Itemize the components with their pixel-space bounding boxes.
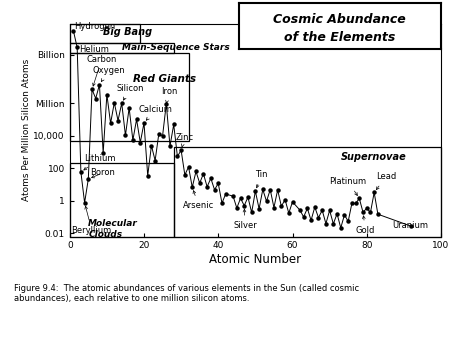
Text: Lithium: Lithium: [84, 154, 116, 170]
Text: Uranium: Uranium: [393, 221, 429, 230]
Text: Arsenic: Arsenic: [183, 191, 214, 210]
Y-axis label: Atoms Per Million Silicon Atoms: Atoms Per Million Silicon Atoms: [22, 59, 31, 201]
Bar: [174, 147, 441, 237]
Text: Beryllium: Beryllium: [72, 206, 112, 235]
Text: Carbon: Carbon: [86, 55, 117, 86]
Text: Calcium: Calcium: [139, 105, 172, 120]
Text: Cosmic Abundance: Cosmic Abundance: [274, 13, 406, 26]
Text: Big Bang: Big Bang: [103, 27, 152, 37]
Text: Lead: Lead: [376, 172, 396, 190]
Text: Platinum: Platinum: [329, 177, 367, 195]
Text: Gold: Gold: [356, 216, 375, 235]
Text: Figure 9.4:  The atomic abundances of various elements in the Sun (called cosmic: Figure 9.4: The atomic abundances of var…: [14, 284, 359, 303]
Bar: [70, 163, 174, 237]
Text: Molecular
Clouds: Molecular Clouds: [88, 219, 138, 239]
Text: Helium: Helium: [79, 45, 109, 54]
Text: Iron: Iron: [161, 87, 177, 103]
X-axis label: Atomic Number: Atomic Number: [209, 253, 302, 266]
Text: Hydrogen: Hydrogen: [74, 22, 116, 31]
Text: Red Giants: Red Giants: [133, 74, 196, 84]
Text: Silver: Silver: [233, 209, 257, 230]
Text: Silicon: Silicon: [116, 84, 144, 100]
Text: Boron: Boron: [90, 168, 115, 178]
Bar: [70, 24, 140, 43]
Text: Oxygen: Oxygen: [92, 66, 125, 81]
Text: of the Elements: of the Elements: [284, 31, 396, 44]
Text: Supernovae: Supernovae: [341, 152, 406, 162]
Bar: [70, 43, 174, 53]
Text: Zinc: Zinc: [176, 133, 194, 147]
Text: Main-Sequence Stars: Main-Sequence Stars: [122, 43, 230, 52]
Bar: [70, 53, 189, 141]
Text: Tin: Tin: [256, 170, 268, 188]
